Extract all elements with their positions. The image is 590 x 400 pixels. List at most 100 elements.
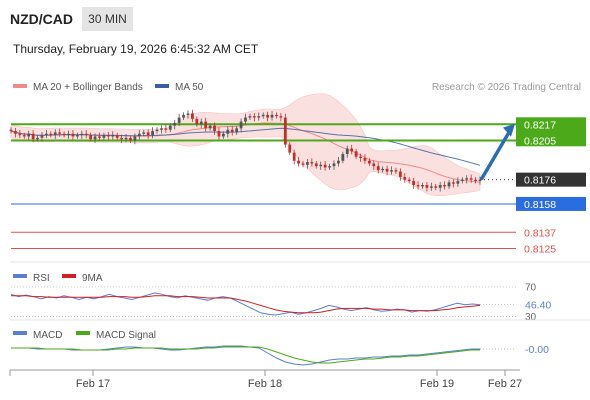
candle (337, 156, 340, 167)
macd-legend-swatch (13, 331, 27, 335)
candle (75, 132, 79, 139)
candle-body (129, 137, 132, 141)
levels-layer (11, 123, 516, 249)
ma50-legend-swatch (155, 84, 169, 88)
candle-body (9, 129, 13, 132)
candle-body (137, 133, 141, 137)
candle-body (89, 135, 93, 140)
candle-body (257, 116, 261, 118)
candle-body (288, 144, 292, 153)
candle-body (279, 116, 283, 118)
candle (266, 111, 270, 122)
candle-body (49, 133, 53, 136)
candle (319, 161, 323, 170)
candle-body (460, 179, 464, 181)
candle (213, 122, 216, 135)
macd-signal-line (11, 346, 480, 364)
candle (460, 177, 464, 184)
candle (230, 125, 234, 136)
candle-body (367, 160, 371, 164)
candle-body (164, 128, 168, 130)
candle (155, 127, 159, 134)
candle (137, 129, 141, 140)
candle-body (120, 137, 124, 140)
candle (160, 125, 163, 134)
candle (217, 127, 221, 140)
candle-body (244, 117, 247, 122)
candle-body (248, 116, 252, 118)
candle (345, 145, 349, 158)
candle-body (381, 168, 385, 171)
candle-body (124, 137, 128, 140)
candle (199, 118, 203, 129)
candle (416, 181, 420, 190)
candle (456, 177, 460, 187)
candle-body (252, 116, 256, 118)
candle-body (213, 125, 216, 132)
candle-body (394, 170, 398, 172)
candle (412, 177, 416, 189)
candle-body (412, 181, 416, 186)
candle-body (168, 125, 172, 130)
candle-body (204, 121, 208, 129)
candle (443, 181, 447, 190)
candle (447, 179, 451, 189)
candle-body (133, 136, 137, 141)
x-tick-label: Feb 19 (420, 378, 454, 390)
macd-tick-label: -0.00 (525, 344, 549, 356)
candle-body (98, 136, 101, 138)
candle-body (71, 133, 75, 137)
rsi-legend-label: RSI (33, 273, 50, 284)
candle (168, 123, 172, 133)
candle (429, 182, 433, 191)
candle (425, 181, 429, 192)
candle (49, 131, 53, 138)
candle (434, 183, 438, 191)
candle-body (239, 121, 243, 129)
candle (478, 176, 482, 185)
candle (270, 111, 274, 121)
candle-body (292, 152, 296, 161)
candle (359, 153, 362, 162)
candle-body (452, 182, 455, 184)
candle-body (93, 136, 97, 140)
rsi-line (10, 292, 481, 316)
candle-body (332, 163, 336, 167)
candle-body (314, 163, 318, 167)
candle-body (275, 114, 278, 117)
macd-panel: -0.00 (11, 344, 549, 366)
rsi-legend-swatch (13, 274, 27, 278)
candle (367, 158, 371, 166)
timeframe-badge[interactable] (82, 7, 133, 31)
candle-body (208, 125, 212, 129)
x-tick-label: Feb 18 (248, 378, 282, 390)
candle-body (425, 185, 429, 188)
candle (275, 112, 278, 119)
candle-body (297, 160, 300, 164)
candle-body (266, 114, 270, 118)
candle (474, 177, 477, 184)
candle-body (390, 170, 393, 172)
level-label-bg (516, 196, 586, 211)
candle (288, 142, 292, 156)
rsi-current-label: 46.40 (525, 300, 551, 312)
candle (376, 162, 380, 174)
candle (84, 129, 88, 139)
candle (385, 165, 389, 176)
ma50-line (10, 127, 481, 166)
candle-body (310, 162, 314, 164)
candle-body (337, 160, 340, 164)
candle (332, 160, 336, 170)
candle-body (160, 128, 163, 130)
symbol-title: NZD/CAD (10, 11, 73, 27)
candle (18, 129, 22, 139)
x-tick-label: Feb 17 (76, 378, 110, 390)
candle-body (261, 114, 265, 117)
candle-body (421, 185, 424, 187)
candle-body (283, 117, 287, 145)
candle (40, 131, 44, 142)
candle-body (376, 166, 380, 171)
ma20-legend-swatch (13, 84, 27, 88)
candle (261, 112, 265, 119)
